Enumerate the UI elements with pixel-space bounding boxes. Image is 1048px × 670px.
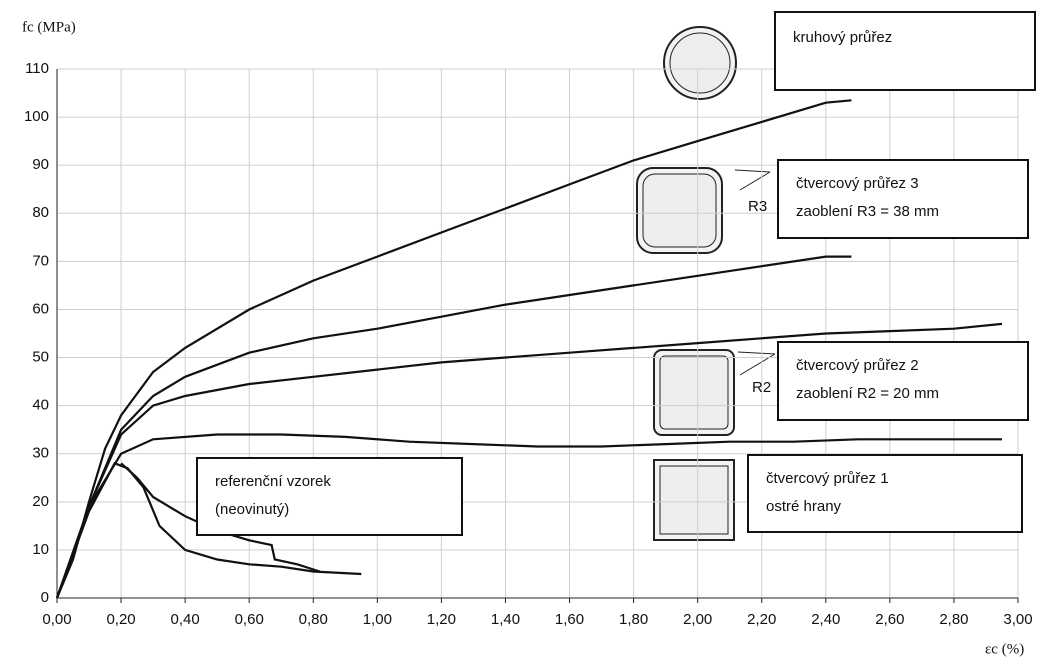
x-tick-label: 2,20 (747, 611, 776, 628)
y-tick-label: 90 (32, 156, 49, 173)
annotation-text: čtvercový průřez 1 (766, 470, 889, 487)
annotation-text: (neovinutý) (215, 501, 289, 518)
x-tick-label: 1,60 (555, 611, 584, 628)
y-tick-label: 40 (32, 397, 49, 414)
x-tick-label: 3,00 (1003, 611, 1032, 628)
y-tick-label: 110 (25, 60, 49, 77)
x-tick-label: 2,40 (811, 611, 840, 628)
annotation-box (777, 341, 1029, 421)
curve (55, 433, 1002, 599)
x-tick-label: 2,80 (939, 611, 968, 628)
y-tick-label: 100 (24, 108, 49, 125)
x-tick-label: 0,60 (235, 611, 264, 628)
x-tick-label: 1,00 (363, 611, 392, 628)
y-tick-label: 50 (32, 349, 49, 366)
x-tick-label: 0,80 (299, 611, 328, 628)
annotation-text: čtvercový průřez 3 (796, 175, 919, 192)
y-tick-label: 0 (41, 589, 49, 606)
annotation-text: čtvercový průřez 2 (796, 357, 919, 374)
x-tick-label: 0,20 (106, 611, 135, 628)
annotation-box (747, 454, 1023, 533)
section-icons (636, 26, 776, 541)
x-tick-label: 2,60 (875, 611, 904, 628)
y-tick-label: 30 (32, 445, 49, 462)
x-tick-label: 1,20 (427, 611, 456, 628)
x-tick-label: 0,00 (42, 611, 71, 628)
annotation-text: zaoblení R3 = 38 mm (796, 203, 939, 220)
annotation-text: zaoblení R2 = 20 mm (796, 385, 939, 402)
y-tick-label: 80 (32, 204, 49, 221)
x-axis-label: εc (%) (985, 641, 1024, 657)
arrow (734, 169, 771, 191)
x-tick-label: 2,00 (683, 611, 712, 628)
x-tick-label: 1,80 (619, 611, 648, 628)
x-tick-label: 1,40 (491, 611, 520, 628)
annotation-box (774, 11, 1036, 91)
y-tick-label: 70 (32, 252, 49, 269)
radius-label: R3 (748, 198, 767, 215)
y-tick-label: 10 (32, 541, 49, 558)
icon-circle-inner (669, 32, 731, 94)
x-tick-label: 0,40 (171, 611, 200, 628)
y-tick-label: 60 (32, 300, 49, 317)
y-tick-label: 20 (32, 493, 49, 510)
curve (55, 322, 1003, 599)
icon-square3-inner (642, 173, 717, 248)
annotation-text: kruhový průřez (793, 29, 892, 46)
y-axis-label: fc (MPa) (22, 19, 76, 35)
annotation-text: ostré hrany (766, 498, 842, 515)
curve (55, 461, 362, 599)
annotation-box (777, 159, 1029, 239)
curve (55, 99, 852, 599)
radius-label: R2 (752, 379, 771, 396)
annotation-text: referenční vzorek (215, 473, 331, 490)
icon-square1-inner (659, 465, 729, 535)
curve (55, 255, 852, 599)
arrow (737, 351, 776, 376)
annotation-box (196, 457, 463, 536)
icon-square2-inner (659, 355, 729, 430)
